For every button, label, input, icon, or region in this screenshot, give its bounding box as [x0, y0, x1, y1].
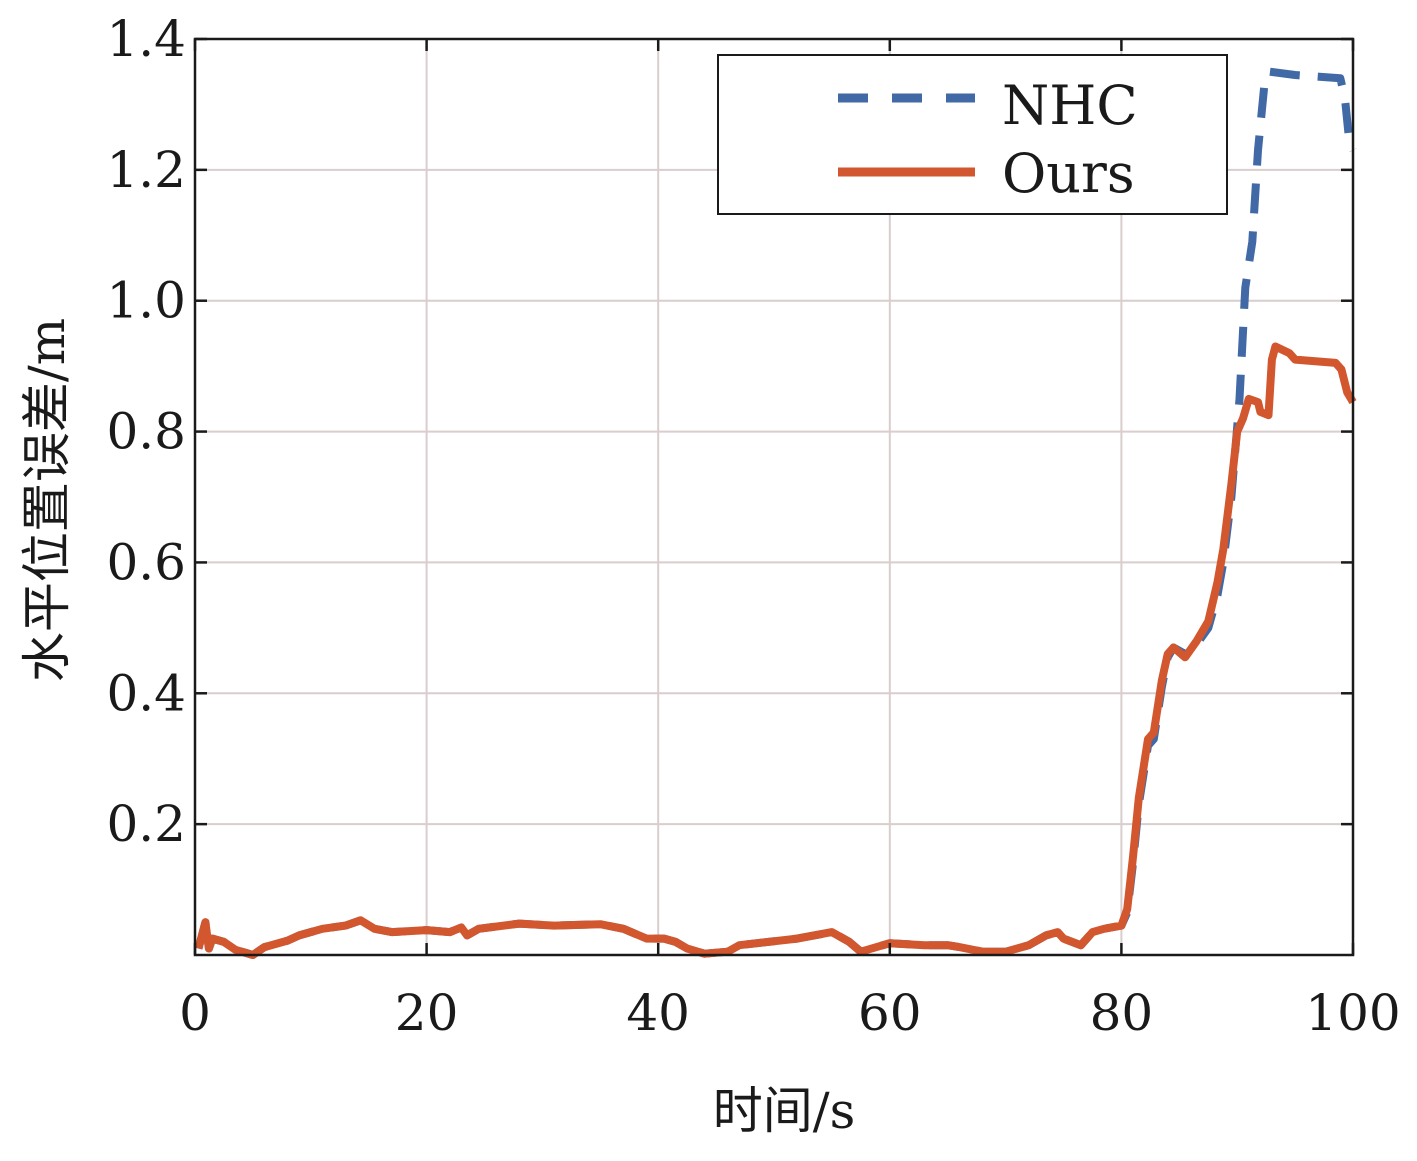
plot-frame	[193, 37, 1355, 957]
x-tick-label: 60	[858, 984, 922, 1042]
y-tick-label: 0.8	[106, 403, 186, 461]
y-tick-label: 1.2	[106, 141, 186, 199]
x-tick-label: 40	[626, 984, 690, 1042]
legend-box	[717, 54, 1228, 215]
y-tick-label: 0.2	[106, 795, 186, 853]
x-tick-label: 100	[1305, 984, 1400, 1042]
legend-label-ours: Ours	[1002, 142, 1135, 205]
x-axis-label: 时间/s	[713, 1082, 856, 1140]
y-tick-label: 0.6	[106, 533, 186, 591]
y-tick-label: 1.0	[106, 272, 186, 330]
y-tick-label: 1.4	[106, 10, 186, 68]
y-axis-label: 水平位置误差/m	[18, 318, 76, 682]
series-line-ours	[194, 342, 1357, 959]
series-layer	[194, 67, 1357, 959]
legend: NHC Ours	[717, 54, 1228, 215]
x-tick-label: 80	[1090, 984, 1154, 1042]
y-tick-label: 0.4	[106, 664, 186, 722]
x-tick-label: 0	[179, 984, 211, 1042]
legend-label-nhc: NHC	[1002, 74, 1138, 137]
ticks: 0 20 40 60 80 100 0.2 0.4 0.6 0.8 1.0 1.2 1.4	[106, 10, 1400, 1042]
x-tick-label: 20	[395, 984, 459, 1042]
